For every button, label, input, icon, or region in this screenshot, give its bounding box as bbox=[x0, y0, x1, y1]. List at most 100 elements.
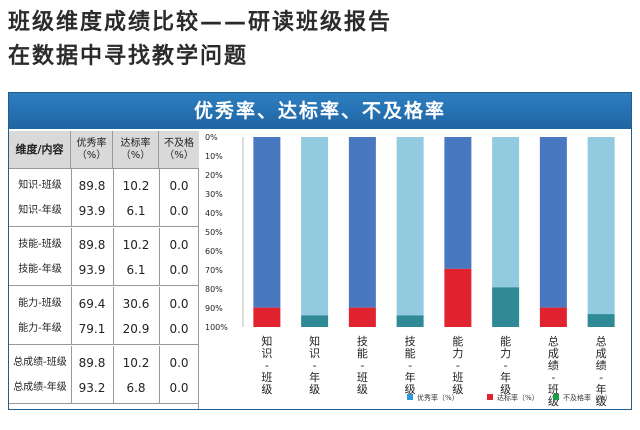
column-divider bbox=[159, 228, 160, 286]
x-category-label: 级 bbox=[309, 383, 320, 396]
x-category-label: 级 bbox=[596, 395, 607, 408]
x-category-label: 总 bbox=[548, 334, 559, 348]
row-label: 能力-年级 bbox=[18, 323, 62, 334]
bar-pass-rate bbox=[587, 314, 615, 327]
header-excellent-rate: 优秀率 （%） bbox=[71, 131, 113, 169]
x-category-label: - bbox=[456, 359, 460, 372]
table-group: 总成绩-班级 89.8 10.2 0.0 总成绩-年级 93.2 6.8 0.0 bbox=[9, 346, 199, 404]
column-divider bbox=[113, 287, 114, 345]
pass-rate-cell: 30.6 bbox=[122, 297, 150, 311]
y-tick-label: 100% bbox=[205, 323, 228, 332]
bar-excellent-rate bbox=[396, 137, 424, 316]
column-divider bbox=[71, 287, 72, 345]
header-dimension: 维度/内容 bbox=[9, 131, 71, 169]
y-tick-label: 30% bbox=[205, 190, 223, 199]
bar-excellent-rate bbox=[301, 137, 329, 316]
x-category-label: 能 bbox=[500, 334, 511, 348]
bar-pass-rate bbox=[253, 307, 281, 327]
pass-rate-cell: 10.2 bbox=[122, 356, 150, 370]
table-group: 能力-班级 69.4 30.6 0.0 能力-年级 79.1 20.9 0.0 bbox=[9, 287, 199, 345]
header-pass-rate: 达标率 （%） bbox=[113, 131, 159, 169]
y-tick-label: 0% bbox=[205, 133, 218, 142]
row-label: 技能-年级 bbox=[18, 264, 62, 275]
excellent-rate-cell: 89.8 bbox=[78, 179, 106, 193]
bar-excellent-rate bbox=[253, 137, 281, 308]
column-divider bbox=[159, 169, 160, 227]
fail-rate-cell: 0.0 bbox=[169, 204, 189, 218]
x-category-label: 知 bbox=[261, 334, 272, 348]
pass-rate-cell: 20.9 bbox=[122, 322, 150, 336]
y-tick-label: 80% bbox=[205, 285, 223, 294]
x-category-label: - bbox=[551, 371, 555, 384]
pass-rate-cell: 6.1 bbox=[126, 263, 146, 277]
column-divider bbox=[159, 287, 160, 345]
excellent-rate-cell: 89.8 bbox=[78, 238, 106, 252]
stacked-bar-chart: 0% 10% 20% 30% 40% 50% 60% 70% 80% 90% 100% 知识 - 班级知识… bbox=[201, 131, 631, 409]
bar-excellent-rate bbox=[348, 137, 376, 308]
bar-excellent-rate bbox=[492, 137, 520, 288]
pass-rate-cell: 10.2 bbox=[122, 238, 150, 252]
legend-label: 不及格率（%） bbox=[563, 393, 612, 402]
x-category-label: 总 bbox=[596, 334, 607, 348]
x-category-label: 年 bbox=[309, 370, 320, 384]
x-category-label: 知 bbox=[309, 334, 320, 348]
excellent-rate-cell: 93.9 bbox=[78, 204, 106, 218]
row-label: 总成绩-班级 bbox=[13, 357, 67, 368]
bar-excellent-rate bbox=[539, 137, 567, 308]
bar-pass-rate bbox=[348, 307, 376, 327]
fail-rate-cell: 0.0 bbox=[169, 356, 189, 370]
legend-swatch bbox=[487, 394, 493, 400]
excellent-rate-cell: 93.9 bbox=[78, 263, 106, 277]
x-category-label: 班 bbox=[357, 371, 368, 384]
excellent-rate-cell: 79.1 bbox=[78, 322, 106, 336]
x-category-label: 技 bbox=[357, 335, 368, 348]
column-divider bbox=[71, 346, 72, 404]
bar-pass-rate bbox=[301, 315, 329, 327]
x-category-label: 级 bbox=[452, 383, 463, 396]
excellent-rate-cell: 89.8 bbox=[78, 356, 106, 370]
x-category-label: 级 bbox=[548, 395, 559, 408]
legend-label: 达标率（%） bbox=[497, 393, 539, 402]
table-group: 技能-班级 89.8 10.2 0.0 技能-年级 93.9 6.1 0.0 bbox=[9, 228, 199, 286]
fail-rate-cell: 0.0 bbox=[169, 238, 189, 252]
table-group: 知识-班级 89.8 10.2 0.0 知识-年级 93.9 6.1 0.0 bbox=[9, 169, 199, 227]
pass-rate-cell: 6.1 bbox=[126, 204, 146, 218]
row-label: 技能-班级 bbox=[18, 239, 62, 250]
x-category-label: 能 bbox=[405, 346, 416, 360]
bar-pass-rate bbox=[444, 268, 472, 327]
x-category-label: 识 bbox=[309, 347, 320, 360]
x-category-label: 级 bbox=[357, 383, 368, 396]
x-category-label: - bbox=[360, 359, 364, 372]
x-category-label: 力 bbox=[452, 347, 463, 360]
chart-svg: 0%10%20%30%40%50%60%70%80%90%100%知识-班级知识… bbox=[205, 133, 615, 408]
row-label: 总成绩-年级 bbox=[13, 382, 67, 393]
bar-excellent-rate bbox=[587, 137, 615, 315]
y-tick-label: 90% bbox=[205, 304, 223, 313]
table-header: 维度/内容 优秀率 （%） 达标率 （%） 不及格 （%） bbox=[9, 131, 199, 169]
bar-excellent-rate bbox=[444, 137, 472, 269]
x-category-label: 绩 bbox=[596, 359, 607, 372]
pass-rate-cell: 10.2 bbox=[122, 179, 150, 193]
fail-rate-cell: 0.0 bbox=[169, 381, 189, 395]
x-category-label: 成 bbox=[548, 347, 559, 360]
legend-swatch bbox=[553, 394, 559, 400]
x-category-label: - bbox=[599, 371, 603, 384]
legend-label: 优秀率（%） bbox=[417, 393, 459, 402]
x-category-label: 级 bbox=[405, 383, 416, 396]
excellent-rate-cell: 93.2 bbox=[78, 381, 106, 395]
x-category-label: 成 bbox=[596, 347, 607, 360]
header-fail-rate: 不及格 （%） bbox=[164, 138, 194, 161]
x-category-label: - bbox=[313, 359, 317, 372]
page-title: 班级维度成绩比较——研读班级报告 bbox=[8, 10, 393, 35]
column-divider bbox=[113, 228, 114, 286]
x-category-label: 年 bbox=[596, 382, 607, 396]
x-category-label: 级 bbox=[500, 383, 511, 396]
fail-rate-cell: 0.0 bbox=[169, 297, 189, 311]
y-tick-label: 70% bbox=[205, 266, 223, 275]
fail-rate-cell: 0.0 bbox=[169, 322, 189, 336]
row-label: 知识-班级 bbox=[18, 180, 62, 191]
column-divider bbox=[71, 228, 72, 286]
x-category-label: 班 bbox=[261, 371, 272, 384]
x-category-label: 力 bbox=[500, 347, 511, 360]
bar-pass-rate bbox=[492, 287, 520, 327]
